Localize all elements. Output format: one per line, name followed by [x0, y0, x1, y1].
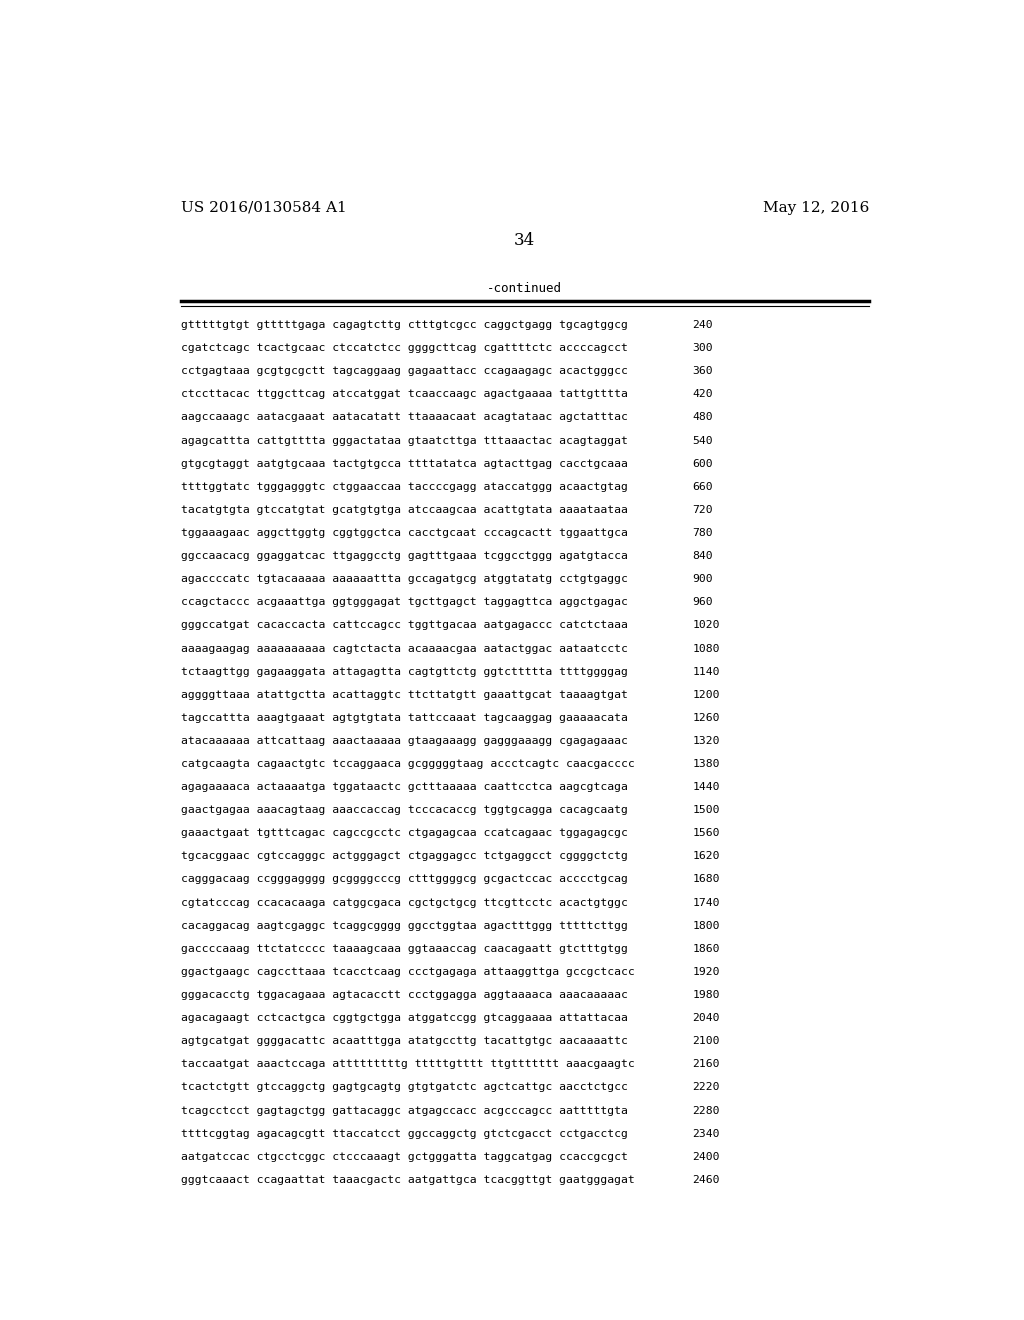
Text: agaccccatc tgtacaaaaa aaaaaattta gccagatgcg atggtatatg cctgtgaggc: agaccccatc tgtacaaaaa aaaaaattta gccagat…	[180, 574, 628, 585]
Text: aatgatccac ctgcctcggc ctcccaaagt gctgggatta taggcatgag ccaccgcgct: aatgatccac ctgcctcggc ctcccaaagt gctggga…	[180, 1151, 628, 1162]
Text: 900: 900	[692, 574, 713, 585]
Text: 480: 480	[692, 412, 713, 422]
Text: 2040: 2040	[692, 1014, 720, 1023]
Text: catgcaagta cagaactgtc tccaggaaca gcgggggtaag accctcagtc caacgacccc: catgcaagta cagaactgtc tccaggaaca gcggggg…	[180, 759, 635, 770]
Text: 1560: 1560	[692, 829, 720, 838]
Text: 660: 660	[692, 482, 713, 492]
Text: 2160: 2160	[692, 1059, 720, 1069]
Text: 540: 540	[692, 436, 713, 446]
Text: 600: 600	[692, 459, 713, 469]
Text: cgatctcagc tcactgcaac ctccatctcc ggggcttcag cgattttctc accccagcct: cgatctcagc tcactgcaac ctccatctcc ggggctt…	[180, 343, 628, 354]
Text: 1380: 1380	[692, 759, 720, 770]
Text: tcagcctcct gagtagctgg gattacaggc atgagccacc acgcccagcc aatttttgta: tcagcctcct gagtagctgg gattacaggc atgagcc…	[180, 1106, 628, 1115]
Text: 1020: 1020	[692, 620, 720, 631]
Text: 2220: 2220	[692, 1082, 720, 1093]
Text: 1080: 1080	[692, 644, 720, 653]
Text: gtttttgtgt gtttttgaga cagagtcttg ctttgtcgcc caggctgagg tgcagtggcg: gtttttgtgt gtttttgaga cagagtcttg ctttgtc…	[180, 321, 628, 330]
Text: 840: 840	[692, 552, 713, 561]
Text: 1680: 1680	[692, 874, 720, 884]
Text: gaactgagaa aaacagtaag aaaccaccag tcccacaccg tggtgcagga cacagcaatg: gaactgagaa aaacagtaag aaaccaccag tcccaca…	[180, 805, 628, 816]
Text: aaaagaagag aaaaaaaaaa cagtctacta acaaaacgaa aatactggac aataatcctc: aaaagaagag aaaaaaaaaa cagtctacta acaaaac…	[180, 644, 628, 653]
Text: agagaaaaca actaaaatga tggataactc gctttaaaaa caattcctca aagcgtcaga: agagaaaaca actaaaatga tggataactc gctttaa…	[180, 781, 628, 792]
Text: ttttcggtag agacagcgtt ttaccatcct ggccaggctg gtctcgacct cctgacctcg: ttttcggtag agacagcgtt ttaccatcct ggccagg…	[180, 1129, 628, 1139]
Text: 1860: 1860	[692, 944, 720, 954]
Text: tacatgtgta gtccatgtat gcatgtgtga atccaagcaa acattgtata aaaataataa: tacatgtgta gtccatgtat gcatgtgtga atccaag…	[180, 506, 628, 515]
Text: agacagaagt cctcactgca cggtgctgga atggatccgg gtcaggaaaa attattacaa: agacagaagt cctcactgca cggtgctgga atggatc…	[180, 1014, 628, 1023]
Text: 780: 780	[692, 528, 713, 539]
Text: gggacacctg tggacagaaa agtacacctt ccctggagga aggtaaaaca aaacaaaaac: gggacacctg tggacagaaa agtacacctt ccctgga…	[180, 990, 628, 1001]
Text: atacaaaaaa attcattaag aaactaaaaa gtaagaaagg gagggaaagg cgagagaaac: atacaaaaaa attcattaag aaactaaaaa gtaagaa…	[180, 737, 628, 746]
Text: ctccttacac ttggcttcag atccatggat tcaaccaagc agactgaaaa tattgtttta: ctccttacac ttggcttcag atccatggat tcaacca…	[180, 389, 628, 400]
Text: gtgcgtaggt aatgtgcaaa tactgtgcca ttttatatca agtacttgag cacctgcaaa: gtgcgtaggt aatgtgcaaa tactgtgcca ttttata…	[180, 459, 628, 469]
Text: aggggttaaa atattgctta acattaggtc ttcttatgtt gaaattgcat taaaagtgat: aggggttaaa atattgctta acattaggtc ttcttat…	[180, 689, 628, 700]
Text: May 12, 2016: May 12, 2016	[763, 201, 869, 215]
Text: gggtcaaact ccagaattat taaacgactc aatgattgca tcacggttgt gaatgggagat: gggtcaaact ccagaattat taaacgactc aatgatt…	[180, 1175, 635, 1185]
Text: taccaatgat aaactccaga atttttttttg tttttgtttt ttgttttttt aaacgaagtc: taccaatgat aaactccaga atttttttttg tttttg…	[180, 1059, 635, 1069]
Text: gaccccaaag ttctatcccc taaaagcaaa ggtaaaccag caacagaatt gtctttgtgg: gaccccaaag ttctatcccc taaaagcaaa ggtaaac…	[180, 944, 628, 954]
Text: US 2016/0130584 A1: US 2016/0130584 A1	[180, 201, 346, 215]
Text: ttttggtatc tgggagggtc ctggaaccaa taccccgagg ataccatggg acaactgtag: ttttggtatc tgggagggtc ctggaaccaa taccccg…	[180, 482, 628, 492]
Text: 300: 300	[692, 343, 713, 354]
Text: gggccatgat cacaccacta cattccagcc tggttgacaa aatgagaccc catctctaaa: gggccatgat cacaccacta cattccagcc tggttga…	[180, 620, 628, 631]
Text: ccagctaccc acgaaattga ggtgggagat tgcttgagct taggagttca aggctgagac: ccagctaccc acgaaattga ggtgggagat tgcttga…	[180, 597, 628, 607]
Text: 360: 360	[692, 367, 713, 376]
Text: cctgagtaaa gcgtgcgctt tagcaggaag gagaattacc ccagaagagc acactgggcc: cctgagtaaa gcgtgcgctt tagcaggaag gagaatt…	[180, 367, 628, 376]
Text: 34: 34	[514, 231, 536, 248]
Text: 1620: 1620	[692, 851, 720, 862]
Text: 960: 960	[692, 597, 713, 607]
Text: 1200: 1200	[692, 689, 720, 700]
Text: 1320: 1320	[692, 737, 720, 746]
Text: cagggacaag ccgggagggg gcggggcccg ctttggggcg gcgactccac acccctgcag: cagggacaag ccgggagggg gcggggcccg ctttggg…	[180, 874, 628, 884]
Text: gaaactgaat tgtttcagac cagccgcctc ctgagagcaa ccatcagaac tggagagcgc: gaaactgaat tgtttcagac cagccgcctc ctgagag…	[180, 829, 628, 838]
Text: agagcattta cattgtttta gggactataa gtaatcttga tttaaactac acagtaggat: agagcattta cattgtttta gggactataa gtaatct…	[180, 436, 628, 446]
Text: tggaaagaac aggcttggtg cggtggctca cacctgcaat cccagcactt tggaattgca: tggaaagaac aggcttggtg cggtggctca cacctgc…	[180, 528, 628, 539]
Text: ggccaacacg ggaggatcac ttgaggcctg gagtttgaaa tcggcctggg agatgtacca: ggccaacacg ggaggatcac ttgaggcctg gagtttg…	[180, 552, 628, 561]
Text: 1920: 1920	[692, 966, 720, 977]
Text: 1440: 1440	[692, 781, 720, 792]
Text: -continued: -continued	[487, 281, 562, 294]
Text: 1740: 1740	[692, 898, 720, 908]
Text: cacaggacag aagtcgaggc tcaggcgggg ggcctggtaa agactttggg tttttcttgg: cacaggacag aagtcgaggc tcaggcgggg ggcctgg…	[180, 921, 628, 931]
Text: 2400: 2400	[692, 1151, 720, 1162]
Text: aagccaaagc aatacgaaat aatacatatt ttaaaacaat acagtataac agctatttac: aagccaaagc aatacgaaat aatacatatt ttaaaac…	[180, 412, 628, 422]
Text: 240: 240	[692, 321, 713, 330]
Text: agtgcatgat ggggacattc acaatttgga atatgccttg tacattgtgc aacaaaattc: agtgcatgat ggggacattc acaatttgga atatgcc…	[180, 1036, 628, 1047]
Text: 2100: 2100	[692, 1036, 720, 1047]
Text: 2340: 2340	[692, 1129, 720, 1139]
Text: tgcacggaac cgtccagggc actgggagct ctgaggagcc tctgaggcct cggggctctg: tgcacggaac cgtccagggc actgggagct ctgagga…	[180, 851, 628, 862]
Text: 1980: 1980	[692, 990, 720, 1001]
Text: 1260: 1260	[692, 713, 720, 723]
Text: 1140: 1140	[692, 667, 720, 677]
Text: 720: 720	[692, 506, 713, 515]
Text: tctaagttgg gagaaggata attagagtta cagtgttctg ggtcttttta ttttggggag: tctaagttgg gagaaggata attagagtta cagtgtt…	[180, 667, 628, 677]
Text: 1500: 1500	[692, 805, 720, 816]
Text: 420: 420	[692, 389, 713, 400]
Text: 1800: 1800	[692, 921, 720, 931]
Text: tcactctgtt gtccaggctg gagtgcagtg gtgtgatctc agctcattgc aacctctgcc: tcactctgtt gtccaggctg gagtgcagtg gtgtgat…	[180, 1082, 628, 1093]
Text: ggactgaagc cagccttaaa tcacctcaag ccctgagaga attaaggttga gccgctcacc: ggactgaagc cagccttaaa tcacctcaag ccctgag…	[180, 966, 635, 977]
Text: cgtatcccag ccacacaaga catggcgaca cgctgctgcg ttcgttcctc acactgtggc: cgtatcccag ccacacaaga catggcgaca cgctgct…	[180, 898, 628, 908]
Text: 2280: 2280	[692, 1106, 720, 1115]
Text: 2460: 2460	[692, 1175, 720, 1185]
Text: tagccattta aaagtgaaat agtgtgtata tattccaaat tagcaaggag gaaaaacata: tagccattta aaagtgaaat agtgtgtata tattcca…	[180, 713, 628, 723]
